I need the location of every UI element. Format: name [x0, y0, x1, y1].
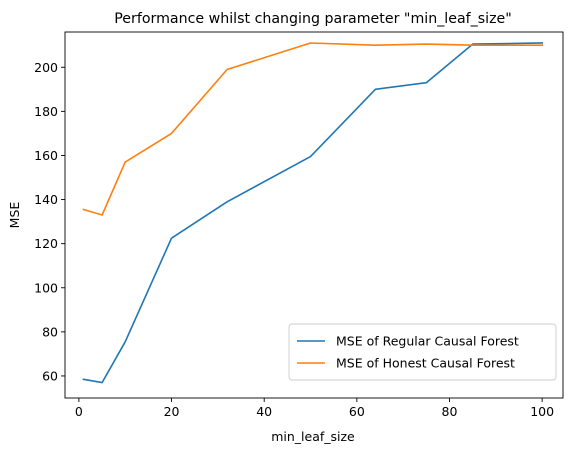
chart-title: Performance whilst changing parameter "m… — [114, 11, 512, 27]
legend-label-1: MSE of Honest Causal Forest — [336, 356, 515, 371]
y-tick-label: 60 — [42, 368, 58, 383]
series-0-point — [375, 89, 377, 91]
series-1-point — [541, 44, 543, 46]
x-tick-label: 0 — [75, 404, 83, 419]
y-axis-label: MSE — [7, 202, 22, 229]
series-0-point — [83, 378, 85, 380]
series-1-point — [226, 69, 228, 71]
series-layer — [82, 42, 544, 384]
x-axis: 0 20 40 60 80 100 — [75, 398, 554, 419]
series-1-point — [472, 44, 474, 46]
series-0-point — [124, 341, 126, 343]
series-0-point — [226, 201, 228, 203]
series-1-point — [426, 43, 428, 45]
series-0-point — [171, 237, 173, 239]
series-0-point — [310, 156, 312, 158]
series-line-1 — [82, 42, 544, 216]
series-1-point — [375, 44, 377, 46]
y-tick-label: 100 — [34, 280, 58, 295]
y-tick-label: 160 — [34, 148, 58, 163]
x-tick-label: 100 — [530, 404, 554, 419]
legend: MSE of Regular Causal Forest MSE of Hones… — [288, 323, 557, 381]
legend-box — [288, 323, 557, 381]
series-1-point — [171, 133, 173, 135]
y-tick-label: 120 — [34, 236, 58, 251]
series-0-point — [101, 382, 103, 384]
series-line-0 — [82, 42, 544, 384]
series-1-point — [83, 209, 85, 211]
y-tick-label: 180 — [34, 104, 58, 119]
series-1-point — [124, 161, 126, 163]
series-0-point — [426, 82, 428, 84]
y-axis: 60 80 100 120 140 160 180 200 — [34, 60, 65, 383]
x-tick-label: 20 — [164, 404, 180, 419]
series-1-point — [310, 42, 312, 44]
x-tick-label: 60 — [349, 404, 365, 419]
y-tick-label: 140 — [34, 192, 58, 207]
x-tick-label: 40 — [256, 404, 272, 419]
series-0-point — [541, 42, 543, 44]
legend-label-0: MSE of Regular Causal Forest — [336, 334, 519, 349]
series-1-point — [101, 214, 103, 216]
x-tick-label: 80 — [442, 404, 458, 419]
plot-frame — [64, 31, 564, 399]
y-tick-label: 80 — [42, 324, 58, 339]
y-tick-label: 200 — [34, 60, 58, 75]
x-axis-label: min_leaf_size — [271, 429, 355, 444]
